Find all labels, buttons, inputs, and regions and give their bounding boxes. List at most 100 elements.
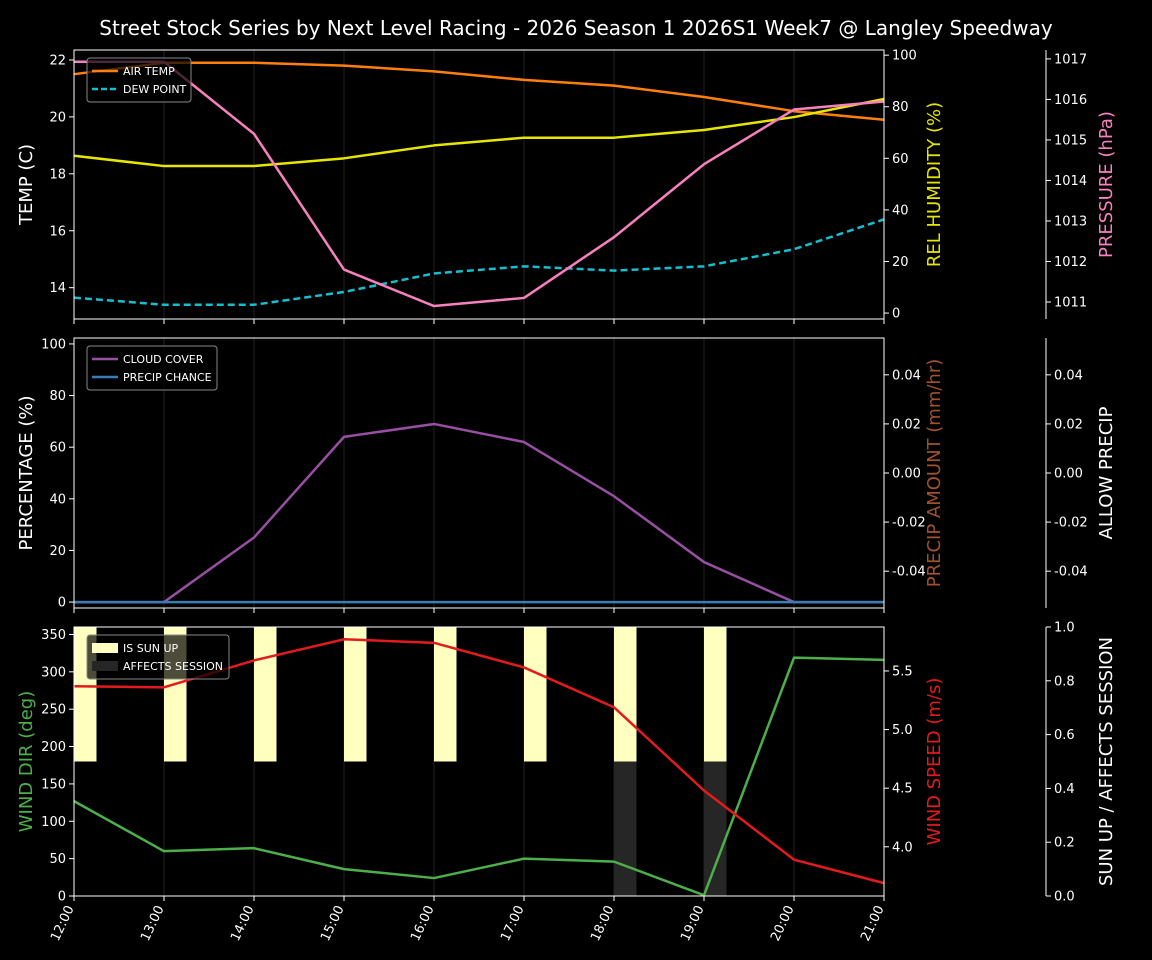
y-tick-label: 0.02 [892, 417, 921, 432]
y-tick-label: 0.4 [1054, 782, 1075, 797]
y-tick-label: 0.0 [1054, 890, 1075, 905]
legend-box [86, 57, 192, 103]
axis-label: WIND DIR (deg) [16, 691, 37, 833]
y-tick-label: 1014 [1054, 174, 1087, 189]
y-tick-label: 20 [49, 110, 66, 125]
legend: CLOUD COVER PRECIP CHANCE [86, 345, 218, 391]
axis-label: PRESSURE (hPa) [1096, 111, 1117, 258]
y-tick-label: 350 [41, 628, 66, 643]
y-tick-label: 250 [41, 703, 66, 718]
bar-is-sun-up [614, 627, 637, 762]
y-tick-label: 16 [49, 224, 66, 239]
y-tick-label: 100 [41, 815, 66, 830]
y-tick-label: 200 [41, 740, 66, 755]
y-tick-label: 0 [58, 596, 66, 611]
y-tick-label: 1017 [1054, 52, 1087, 67]
panel-2: 0 20 40 60 80 100 PERCENTAGE (%) -0.04 -0.02 0.00… [16, 337, 1117, 613]
bar-is-sun-up [434, 627, 457, 762]
y-tick-label: 300 [41, 665, 66, 680]
axis-label: PRECIP AMOUNT (mm/hr) [924, 359, 945, 588]
x-tick-label: 20:00 [768, 903, 797, 943]
y-tick-label: 40 [892, 203, 909, 218]
legend-label: AIR TEMP [123, 65, 175, 78]
y-tick-label: 100 [41, 337, 66, 352]
y-tick-label: 20 [892, 255, 909, 270]
y-tick-label: 22 [49, 53, 66, 68]
y-tick-label: 1.0 [1054, 621, 1075, 636]
y-tick-label: 60 [49, 441, 66, 456]
series-line-3 [74, 60, 885, 308]
panel-3: 0 50 100 150 200 250 300 350 WIND DIR (deg) 4.0 4.… [16, 621, 1117, 944]
x-tick-label: 19:00 [678, 903, 707, 943]
series-line-2 [73, 97, 885, 168]
legend-box [86, 634, 230, 680]
x-tick-label: 17:00 [498, 903, 527, 943]
y-tick-label: 150 [41, 777, 66, 792]
legend-label: CLOUD COVER [123, 353, 204, 366]
y-tick-label: -0.04 [892, 565, 926, 580]
y-tick-label: 0.00 [892, 467, 921, 482]
bar-affects-session [704, 761, 727, 896]
legend-label: DEW POINT [123, 83, 187, 96]
legend: AIR TEMP DEW POINT [86, 57, 192, 103]
y-tick-label: 5.0 [892, 723, 913, 738]
x-tick-label: 18:00 [588, 903, 617, 943]
legend-swatch [92, 661, 118, 671]
x-tick-label: 15:00 [318, 903, 347, 943]
y-tick-label: 0.02 [1054, 417, 1083, 432]
bar-is-sun-up [344, 627, 367, 762]
legend-label: IS SUN UP [123, 642, 179, 655]
y-tick-label: 1012 [1054, 255, 1087, 270]
y-tick-label: 4.0 [892, 840, 913, 855]
axis-label: TEMP (C) [16, 144, 37, 226]
y-tick-label: 0.04 [1054, 368, 1083, 383]
axis-label: SUN UP / AFFECTS SESSION [1096, 637, 1117, 886]
y-tick-label: 0.6 [1054, 728, 1075, 743]
axis-label: REL HUMIDITY (%) [924, 102, 945, 267]
axis-label: ALLOW PRECIP [1096, 406, 1117, 539]
bar-is-sun-up [704, 627, 727, 762]
series-line-0 [74, 422, 884, 604]
y-tick-label: 0 [58, 890, 66, 905]
y-tick-label: 0 [892, 307, 900, 322]
y-tick-label: 80 [49, 389, 66, 404]
y-tick-label: -0.02 [892, 516, 926, 531]
plot-frame [73, 626, 885, 897]
x-tick-label: 14:00 [228, 903, 257, 943]
bar-is-sun-up [254, 627, 277, 762]
x-tick-label: 12:00 [48, 903, 77, 943]
y-tick-label: 0.2 [1054, 836, 1075, 851]
x-tick-label: 13:00 [138, 903, 167, 943]
legend-swatch [92, 643, 118, 653]
legend-label: PRECIP CHANCE [123, 371, 212, 384]
series-line-0 [73, 61, 885, 121]
y-tick-label: 40 [49, 492, 66, 507]
series-line-1 [73, 218, 885, 307]
bar-is-sun-up [524, 627, 547, 762]
plot-frame [73, 49, 885, 320]
x-tick-label: 21:00 [858, 903, 887, 943]
y-tick-label: 20 [49, 544, 66, 559]
series-line-0 [73, 656, 885, 897]
y-tick-label: 18 [49, 167, 66, 182]
y-tick-label: 0.00 [1054, 467, 1083, 482]
x-tick-label: 16:00 [408, 903, 437, 943]
y-tick-label: 100 [892, 49, 917, 64]
y-tick-label: -0.04 [1054, 565, 1088, 580]
axis-label: PERCENTAGE (%) [16, 395, 37, 550]
y-tick-label: 0.8 [1054, 674, 1075, 689]
y-tick-label: 80 [892, 100, 909, 115]
y-tick-label: 0.04 [892, 368, 921, 383]
y-tick-label: 1015 [1054, 133, 1087, 148]
legend-box [86, 345, 218, 391]
y-tick-label: -0.02 [1054, 516, 1088, 531]
chart-title: Street Stock Series by Next Level Racing… [99, 16, 1053, 40]
panel-1: 14 16 18 20 22 TEMP (C) 0 20 40 60 80 100 REL HUMIDI… [16, 49, 1117, 324]
y-tick-label: 60 [892, 152, 909, 167]
y-tick-label: 4.5 [892, 782, 913, 797]
y-tick-label: 50 [49, 852, 66, 867]
axis-label: WIND SPEED (m/s) [924, 678, 945, 846]
y-tick-label: 1013 [1054, 214, 1087, 229]
legend-label: AFFECTS SESSION [123, 660, 223, 673]
